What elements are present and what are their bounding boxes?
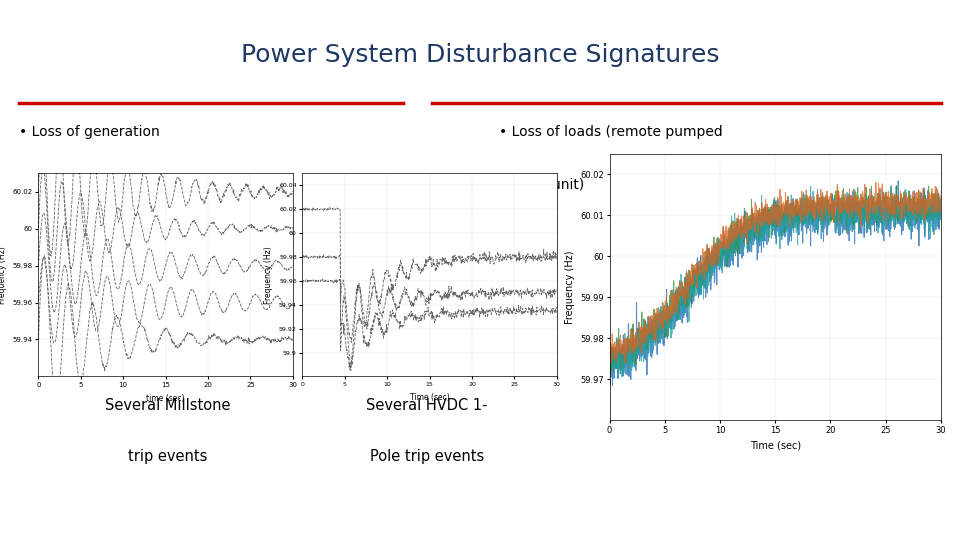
Text: trip events: trip events xyxy=(129,449,207,464)
Text: • Loss of generation: • Loss of generation xyxy=(19,125,160,139)
X-axis label: Time (sec): Time (sec) xyxy=(410,393,449,402)
Text: Several Millstone: Several Millstone xyxy=(106,398,230,413)
X-axis label: Time (sec): Time (sec) xyxy=(750,440,801,450)
Text: Rensselaer Polytechnic Institute: Rensselaer Polytechnic Institute xyxy=(10,10,177,21)
Y-axis label: Frequency (Hz): Frequency (Hz) xyxy=(564,250,575,323)
Text: hydro unit): hydro unit) xyxy=(499,178,585,192)
Text: Chapter 10 PMU, Power System Dynamics and Stability, 2ⁿᵈ edition, P. W. Sauer, M: Chapter 10 PMU, Power System Dynamics an… xyxy=(253,523,707,532)
Text: Electrical, Computer, and Systems Engineering: Electrical, Computer, and Systems Engine… xyxy=(704,10,950,21)
Y-axis label: Frequency (Hz): Frequency (Hz) xyxy=(0,246,7,303)
Text: Power System Disturbance Signatures: Power System Disturbance Signatures xyxy=(241,43,719,66)
Y-axis label: Frequency (Hz): Frequency (Hz) xyxy=(264,246,274,303)
Text: Pole trip events: Pole trip events xyxy=(370,449,485,464)
Text: Several HVDC 1-: Several HVDC 1- xyxy=(367,398,488,413)
X-axis label: time (sec): time (sec) xyxy=(146,394,185,402)
Text: • Loss of loads (remote pumped: • Loss of loads (remote pumped xyxy=(499,125,723,139)
